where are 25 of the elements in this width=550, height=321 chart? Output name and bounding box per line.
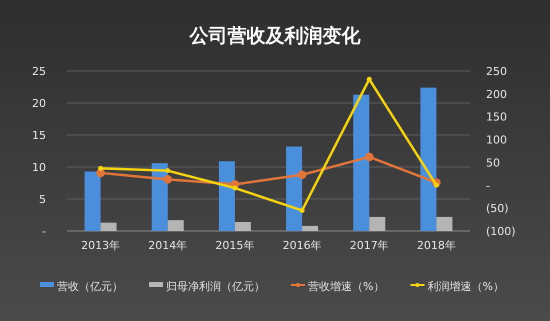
- y-tick-label: 15: [32, 129, 46, 142]
- y2-tick-label: 50: [486, 156, 500, 170]
- x-tick-label: 2017年: [350, 239, 389, 252]
- chart-title: 公司营收及利润变化: [188, 25, 362, 47]
- y-tick-label: -: [42, 225, 46, 238]
- y-tick-label: 20: [32, 97, 46, 110]
- legend-label: 归母净利润（亿元）: [166, 280, 265, 293]
- y2-tick-label: 150: [486, 110, 507, 124]
- y-tick-label: 5: [39, 193, 46, 206]
- x-tick-label: 2018年: [416, 239, 456, 252]
- x-tick-label: 2015年: [215, 239, 254, 252]
- y-tick-label: 10: [32, 161, 46, 174]
- y2-tick-label: -: [486, 179, 490, 192]
- y2-tick-label: (50): [486, 202, 509, 216]
- x-tick-label: 2014年: [148, 239, 188, 252]
- y2-tick-label: 100: [486, 134, 507, 147]
- y-tick-label: 25: [32, 65, 46, 78]
- y2-tick-label: (100): [486, 225, 516, 238]
- y2-tick-label: 200: [486, 88, 507, 101]
- legend-label: 营收（亿元）: [57, 280, 123, 293]
- x-tick-label: 2016年: [282, 239, 322, 252]
- y2-tick-label: 250: [486, 65, 507, 78]
- legend-label: 利润增速（%）: [427, 280, 504, 293]
- legend-label: 营收增速（%）: [308, 280, 384, 293]
- x-tick-label: 2013年: [81, 239, 120, 252]
